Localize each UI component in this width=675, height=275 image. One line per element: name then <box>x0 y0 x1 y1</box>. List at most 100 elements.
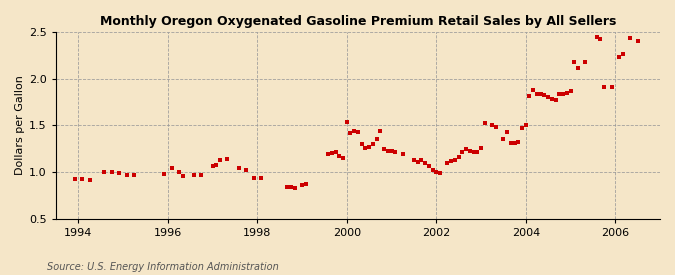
Point <box>178 174 188 178</box>
Point <box>114 171 125 175</box>
Point <box>572 66 583 71</box>
Point <box>207 163 218 168</box>
Point <box>513 140 524 144</box>
Point <box>524 93 535 98</box>
Point <box>520 122 531 127</box>
Point <box>296 183 307 188</box>
Point <box>528 88 539 92</box>
Point <box>70 177 80 181</box>
Point <box>334 154 345 158</box>
Point <box>450 158 460 162</box>
Point <box>281 185 292 189</box>
Point <box>300 182 311 186</box>
Point <box>562 90 572 95</box>
Point <box>408 158 419 162</box>
Title: Monthly Oregon Oxygenated Gasoline Premium Retail Sales by All Sellers: Monthly Oregon Oxygenated Gasoline Premi… <box>100 15 616 28</box>
Point <box>516 126 527 130</box>
Point <box>558 92 568 96</box>
Point <box>367 142 378 146</box>
Point <box>289 186 300 190</box>
Point <box>286 185 296 189</box>
Point <box>159 172 169 176</box>
Point <box>569 60 580 64</box>
Y-axis label: Dollars per Gallon: Dollars per Gallon <box>15 76 25 175</box>
Point <box>614 55 624 59</box>
Point <box>352 130 363 134</box>
Point <box>461 147 472 151</box>
Point <box>498 136 509 141</box>
Point <box>580 60 591 64</box>
Point <box>129 173 140 177</box>
Point <box>107 170 117 174</box>
Point <box>506 141 516 145</box>
Point <box>442 161 453 165</box>
Point <box>435 171 446 175</box>
Point <box>122 173 132 177</box>
Point <box>487 123 497 128</box>
Point <box>423 163 434 168</box>
Point <box>547 97 558 101</box>
Point <box>215 158 225 162</box>
Point <box>371 137 382 142</box>
Point <box>398 152 408 157</box>
Point <box>330 149 341 154</box>
Point <box>364 145 375 149</box>
Point <box>222 157 233 161</box>
Point <box>554 92 565 96</box>
Point <box>166 166 177 171</box>
Point <box>241 168 252 172</box>
Point <box>379 147 389 151</box>
Point <box>535 92 546 96</box>
Point <box>431 170 441 174</box>
Point <box>349 129 360 133</box>
Point <box>356 142 367 146</box>
Point <box>491 125 502 130</box>
Point <box>327 150 338 155</box>
Point <box>77 177 88 181</box>
Point <box>173 170 184 174</box>
Point <box>375 129 385 133</box>
Point <box>323 152 333 157</box>
Point <box>84 177 95 182</box>
Point <box>412 160 423 164</box>
Point <box>468 149 479 154</box>
Point <box>390 149 401 154</box>
Point <box>457 149 468 154</box>
Text: Source: U.S. Energy Information Administration: Source: U.S. Energy Information Administ… <box>47 262 279 272</box>
Point <box>606 85 617 89</box>
Point <box>565 89 576 93</box>
Point <box>591 34 602 39</box>
Point <box>531 92 542 96</box>
Point <box>427 168 438 172</box>
Point <box>446 159 456 163</box>
Point <box>416 158 427 162</box>
Point <box>383 148 394 153</box>
Point <box>234 166 244 171</box>
Point <box>509 141 520 145</box>
Point <box>599 85 610 89</box>
Point <box>618 52 628 57</box>
Point <box>479 120 490 125</box>
Point <box>472 149 483 154</box>
Point <box>342 120 352 124</box>
Point <box>476 146 487 150</box>
Point <box>99 170 110 174</box>
Point <box>453 155 464 160</box>
Point <box>256 176 267 180</box>
Point <box>420 161 431 165</box>
Point <box>248 176 259 180</box>
Point <box>211 163 221 167</box>
Point <box>360 146 371 150</box>
Point <box>543 95 554 100</box>
Point <box>502 130 512 134</box>
Point <box>345 131 356 135</box>
Point <box>188 173 199 177</box>
Point <box>550 98 561 102</box>
Point <box>196 173 207 177</box>
Point <box>338 156 348 160</box>
Point <box>464 148 475 153</box>
Point <box>595 37 605 42</box>
Point <box>632 39 643 43</box>
Point <box>386 148 397 153</box>
Point <box>539 92 550 97</box>
